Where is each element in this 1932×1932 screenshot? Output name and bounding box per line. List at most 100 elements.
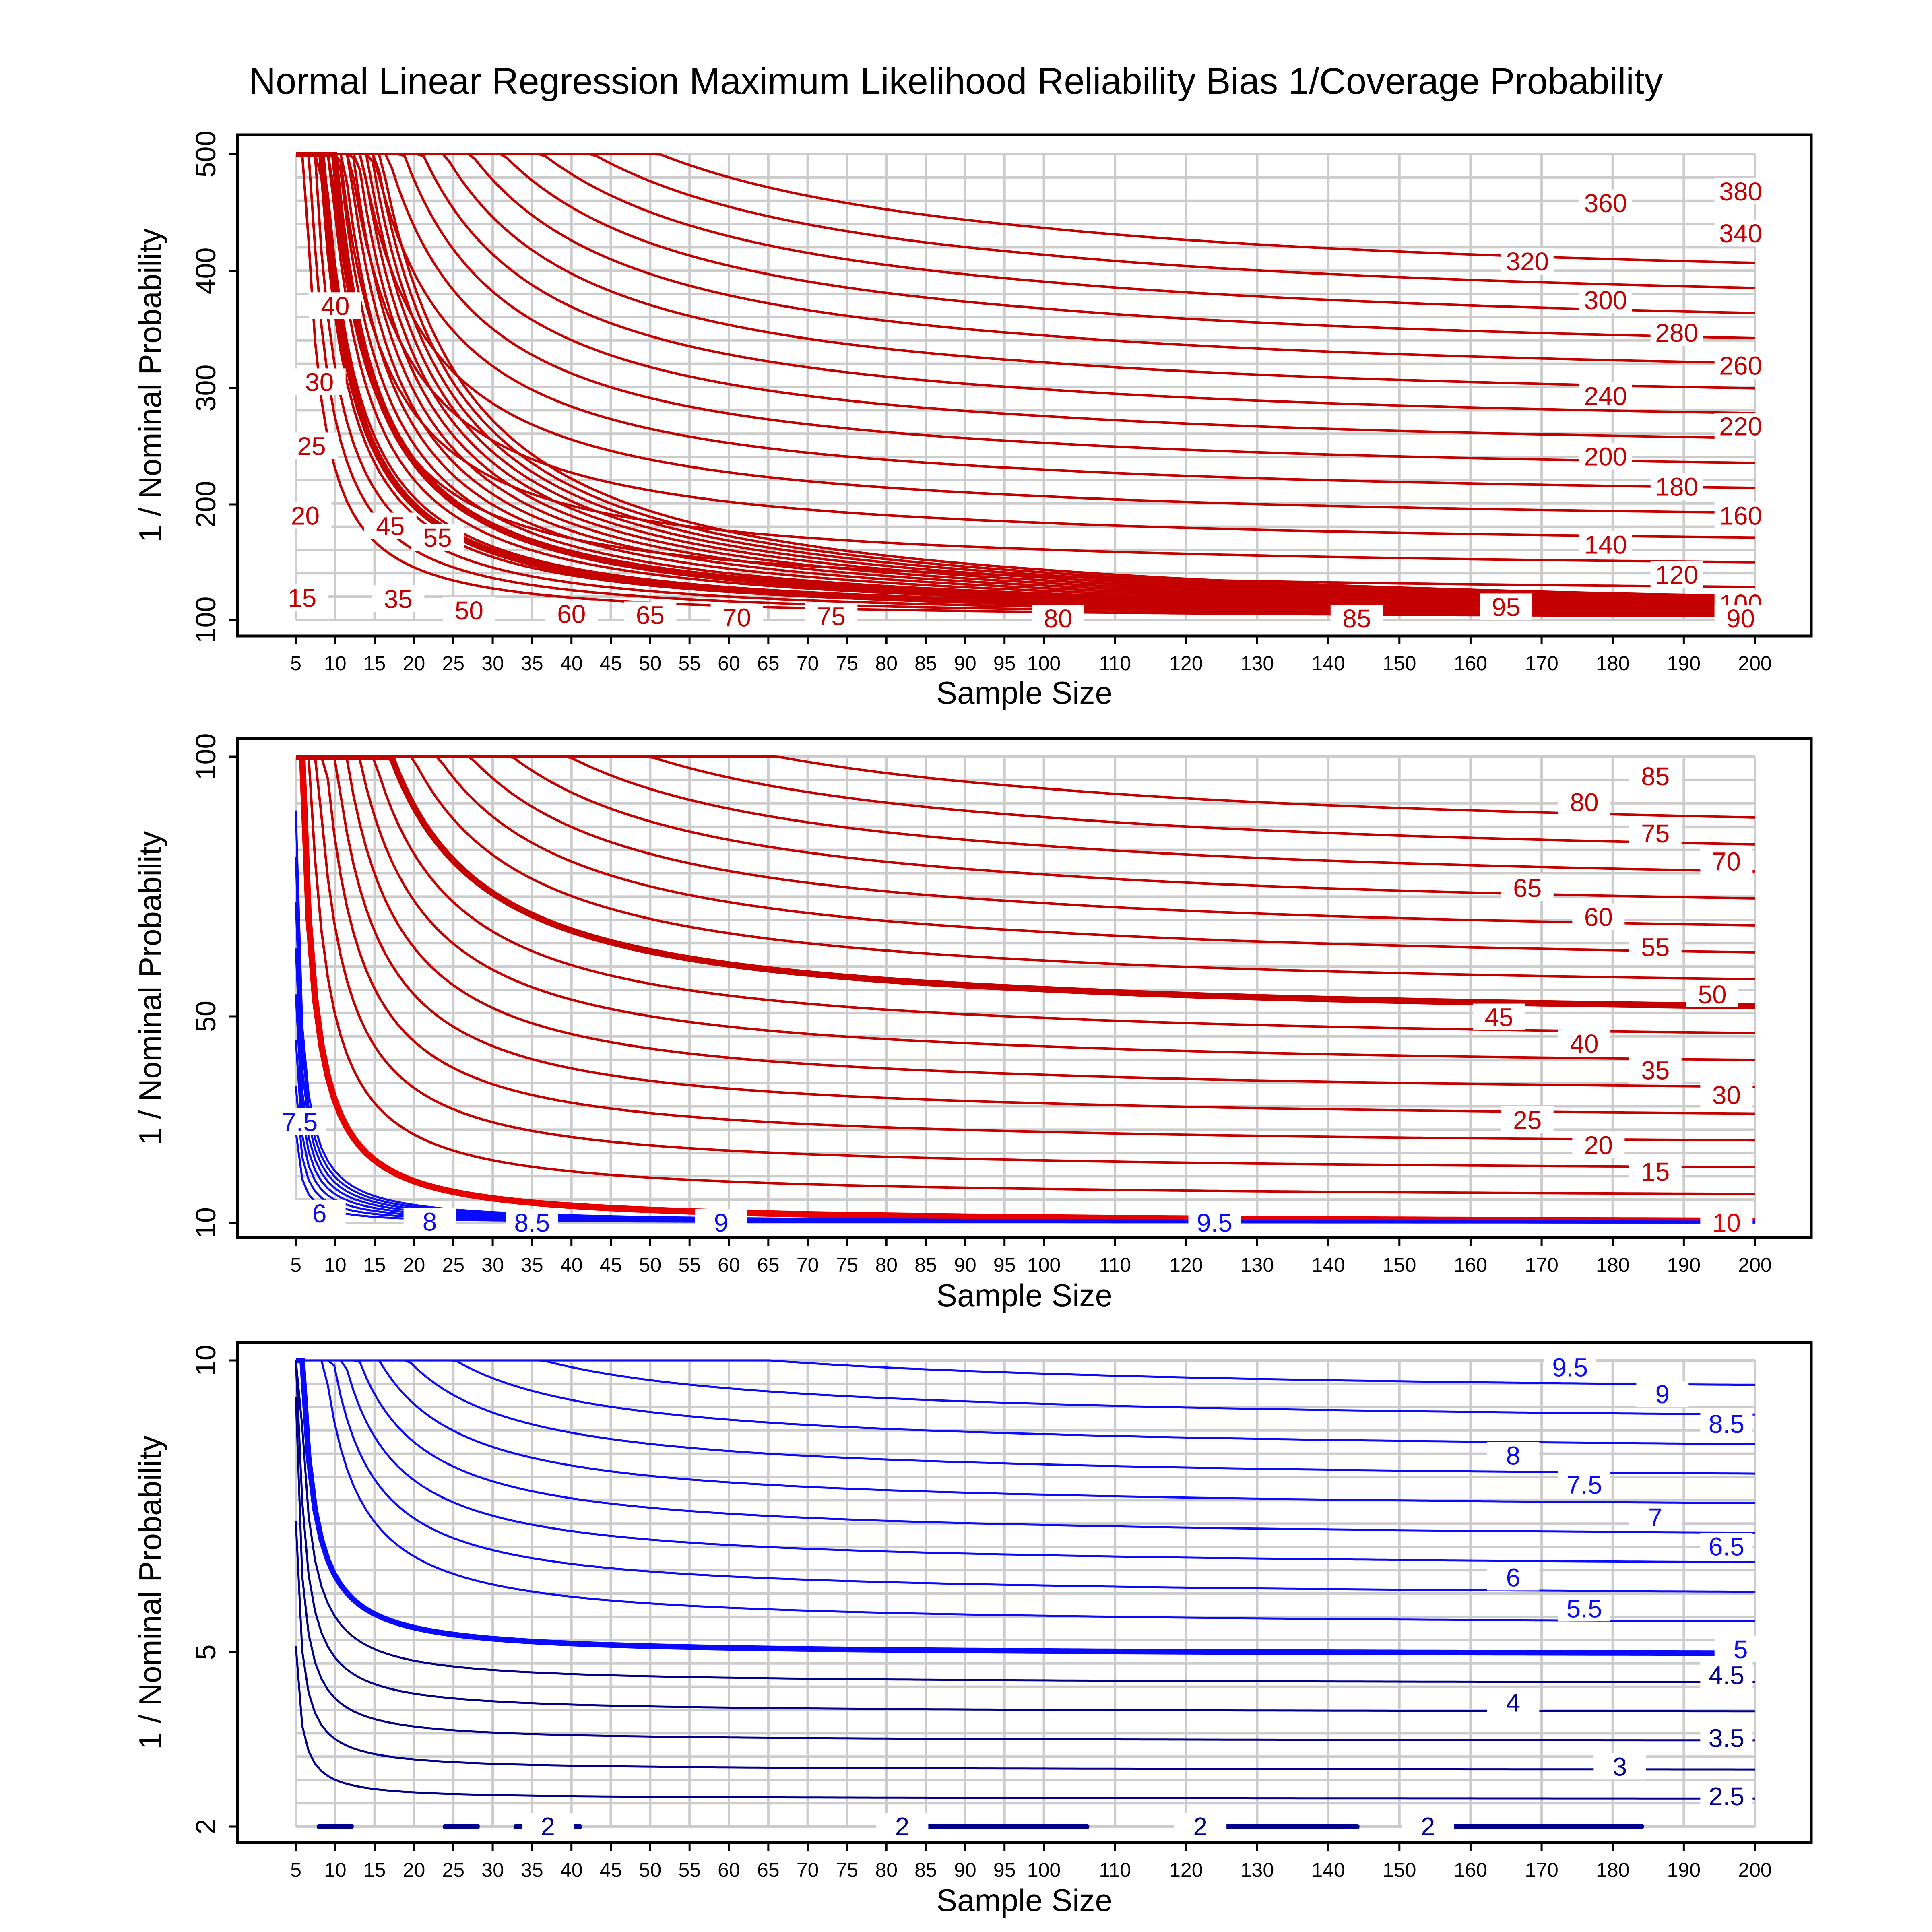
contour-line-8	[296, 1359, 1755, 1475]
contour-label: 55	[423, 523, 452, 552]
contour-line-50	[296, 755, 1755, 1009]
contour-label: 4.5	[1709, 1661, 1744, 1690]
contour-line-6	[296, 1359, 1755, 1593]
x-tick-label: 110	[1099, 1859, 1131, 1881]
contour-label: 40	[1570, 1029, 1598, 1058]
x-tick-label: 160	[1454, 1254, 1487, 1276]
contour-label-background	[1700, 1082, 1753, 1108]
x-axis: 5 10 15 20 25 30 35 40 45 50 55 60 65 70 75 80 85 90 95 100…	[290, 1843, 1772, 1918]
contour-label-background	[1487, 1442, 1540, 1469]
contour-label: 340	[1719, 219, 1762, 248]
x-tick-label: 130	[1241, 1254, 1274, 1276]
contour-label: 30	[305, 367, 334, 396]
contour-label: 65	[1513, 873, 1542, 902]
contour-label-background	[1629, 763, 1682, 790]
contour-line-6-5	[296, 1359, 1755, 1563]
contour-label-background	[1032, 605, 1084, 632]
contour-label: 20	[291, 502, 320, 530]
x-tick-label: 65	[757, 1254, 780, 1276]
contour-label: 75	[817, 602, 846, 631]
contour-label: 8	[423, 1207, 437, 1236]
contour-label-background	[1579, 443, 1632, 470]
contour-label: 30	[1712, 1081, 1741, 1110]
contour-label-background	[710, 604, 763, 631]
contour-label-background	[1501, 1106, 1554, 1133]
contour-label: 80	[1570, 788, 1598, 817]
middle-contour-panel: 858075706560555045403530252015109.598.58…	[132, 733, 1813, 1313]
x-tick-label: 50	[639, 652, 662, 675]
contour-label-background	[1487, 1564, 1540, 1591]
y-tick-label: 50	[190, 1001, 221, 1032]
x-tick-label: 95	[993, 1859, 1016, 1881]
x-tick-label: 140	[1311, 652, 1345, 675]
contour-line-200	[296, 153, 1755, 489]
contour-line-85	[296, 755, 1755, 819]
x-tick-label: 45	[600, 1859, 622, 1881]
contour-label: 220	[1719, 412, 1762, 441]
contour-label-background	[1700, 848, 1753, 875]
x-axis: 5 10 15 20 25 30 35 40 45 50 55 60 65 70 75 80 85 90 95 100…	[290, 636, 1772, 710]
x-tick-label: 55	[678, 652, 701, 675]
x-tick-label: 170	[1525, 652, 1558, 675]
contour-line-65	[296, 755, 1755, 927]
contour-line-40	[296, 755, 1755, 1061]
contour-line-7-5	[296, 1359, 1755, 1504]
x-tick-label: 70	[797, 652, 819, 675]
contour-label-background	[1480, 593, 1532, 620]
x-axis: 5 10 15 20 25 30 35 40 45 50 55 60 65 70 75 80 85 90 95 100…	[290, 1238, 1772, 1313]
x-tick-label: 65	[757, 1859, 780, 1881]
contour-label: 45	[1484, 1003, 1513, 1032]
contour-label: 6	[1506, 1563, 1521, 1592]
contour-label-background	[1558, 1595, 1611, 1622]
x-tick-label: 50	[639, 1859, 662, 1881]
x-tick-label: 180	[1596, 652, 1629, 675]
x-tick-label: 35	[521, 1254, 543, 1276]
x-tick-label: 20	[403, 1254, 425, 1276]
contour-label: 85	[1641, 762, 1670, 791]
y-tick-label: 400	[190, 248, 221, 295]
contour-label-background	[1579, 189, 1632, 216]
y-axis: 100 200 300 400 500 1 / Nominal Probability	[132, 131, 237, 643]
x-tick-label: 150	[1383, 652, 1416, 675]
x-tick-label: 95	[993, 1254, 1016, 1276]
x-tick-label: 5	[290, 1859, 301, 1881]
y-tick-label: 200	[190, 481, 221, 528]
contour-line-140	[296, 153, 1755, 564]
contour-label-background	[1572, 1131, 1625, 1158]
contour-label: 260	[1719, 351, 1762, 380]
x-tick-label: 25	[442, 652, 464, 675]
x-tick-label: 180	[1596, 1254, 1629, 1276]
contour-line-9	[296, 1359, 1755, 1416]
contour-label: 360	[1584, 189, 1627, 218]
contour-label-background	[364, 512, 417, 539]
contour-label-background	[276, 584, 328, 611]
contour-label: 60	[1584, 903, 1613, 932]
contour-label-background	[1714, 220, 1767, 247]
x-tick-label: 200	[1738, 652, 1771, 675]
x-tick-label: 45	[600, 1254, 622, 1276]
x-tick-label: 60	[718, 1254, 740, 1276]
x-tick-label: 170	[1525, 1859, 1558, 1881]
x-tick-label: 190	[1667, 1859, 1701, 1881]
contour-label: 2	[1421, 1812, 1435, 1841]
contour-label: 40	[321, 291, 349, 320]
x-tick-label: 40	[560, 1859, 583, 1881]
contour-label: 120	[1655, 560, 1698, 589]
contour-label: 25	[297, 432, 326, 461]
contour-line-9-5	[296, 1359, 1755, 1386]
contour-label-background	[1700, 1410, 1753, 1437]
x-tick-label: 80	[875, 1254, 898, 1276]
x-tick-label: 90	[954, 1254, 976, 1276]
x-tick-label: 20	[403, 1859, 425, 1881]
contour-label: 8	[1506, 1441, 1521, 1470]
x-tick-label: 10	[324, 652, 347, 675]
contour-label: 5	[1734, 1635, 1748, 1664]
contour-label-background	[805, 603, 858, 630]
x-tick-label: 120	[1169, 1859, 1203, 1881]
contour-line-4-5	[295, 1360, 1755, 1683]
x-tick-label: 130	[1241, 1859, 1274, 1881]
x-tick-label: 100	[1027, 1859, 1061, 1881]
contour-label-background	[545, 600, 598, 627]
contour-line-5	[296, 1358, 1755, 1656]
contour-label: 35	[384, 584, 413, 613]
